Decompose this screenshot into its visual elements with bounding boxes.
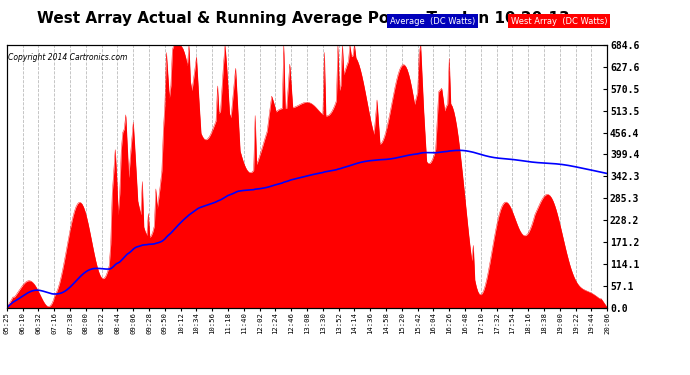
Text: Average  (DC Watts): Average (DC Watts) (390, 17, 475, 26)
Text: West Array  (DC Watts): West Array (DC Watts) (511, 17, 607, 26)
Text: West Array Actual & Running Average Power Tue Jun 10 20:13: West Array Actual & Running Average Powe… (37, 11, 570, 26)
Text: Copyright 2014 Cartronics.com: Copyright 2014 Cartronics.com (8, 53, 127, 62)
